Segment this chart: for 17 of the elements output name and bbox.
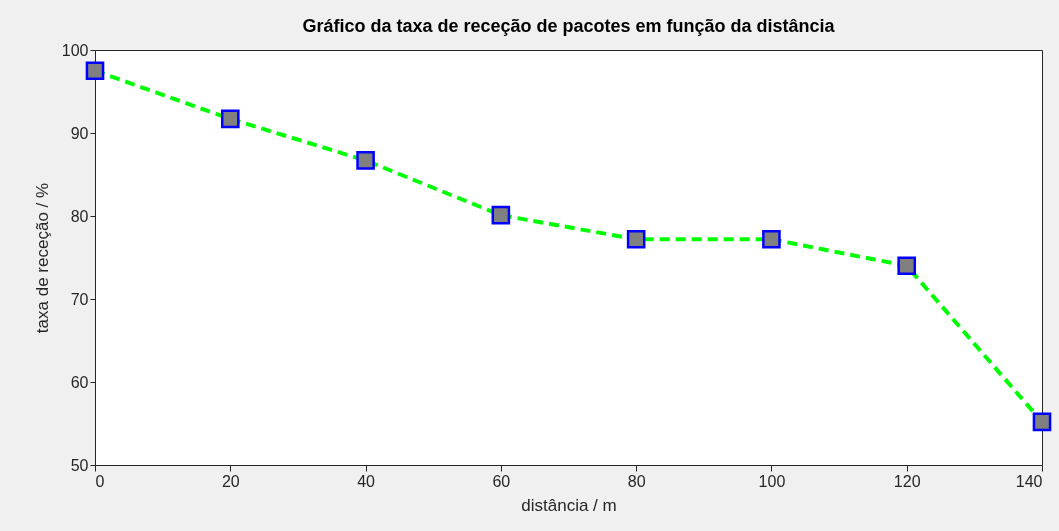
x-tick-label: 100 — [758, 472, 786, 490]
x-tick-label: 120 — [893, 472, 921, 490]
y-tick-label: 70 — [70, 290, 89, 308]
y-axis-title: taxa de receção / % — [32, 182, 52, 334]
x-tick-label: 40 — [357, 472, 376, 490]
x-tick-label: 20 — [221, 472, 240, 490]
y-tick-label: 90 — [70, 124, 89, 142]
x-tick-label: 140 — [1015, 472, 1043, 490]
y-tick-label: 80 — [70, 207, 89, 225]
x-tick-label: 0 — [95, 472, 105, 490]
y-tick-label: 100 — [61, 41, 89, 59]
x-tick-label: 80 — [627, 472, 646, 490]
chart-title: Gráfico da taxa de receção de pacotes em função da distância — [302, 16, 836, 36]
y-tick-label: 50 — [70, 456, 89, 474]
x-tick-label: 60 — [492, 472, 511, 490]
y-tick-label: 60 — [70, 373, 89, 391]
x-axis-title: distância / m — [521, 495, 617, 515]
